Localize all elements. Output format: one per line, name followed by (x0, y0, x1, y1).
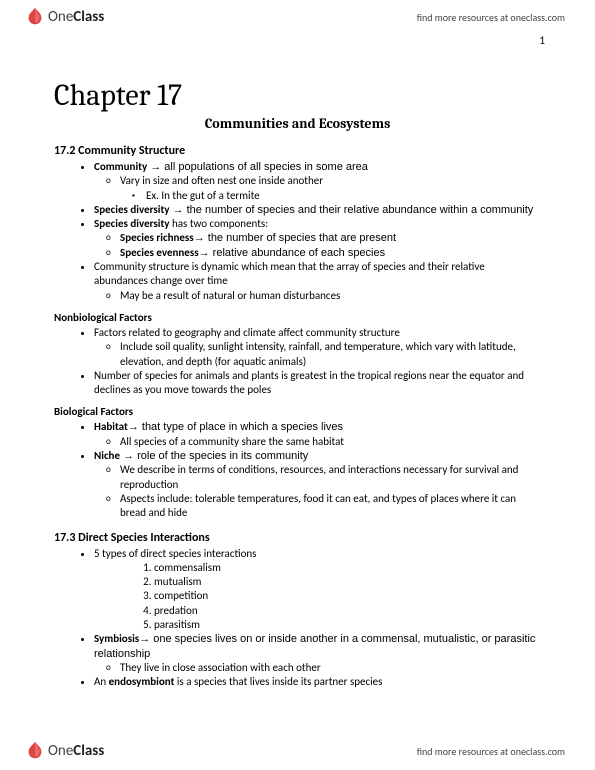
list-item: Community structure is dynamic which mea… (94, 260, 541, 303)
list-item: predation (154, 604, 541, 618)
page-footer: OneClass find more resources at oneclass… (0, 734, 595, 770)
list-item: Niche → role of the species in its commu… (94, 449, 541, 520)
brand-logo: OneClass (24, 6, 104, 28)
brand-text-footer: OneClass (48, 742, 104, 760)
list-item: Species diversity → the number of specie… (94, 203, 541, 217)
list-item: Species diversity has two components: Sp… (94, 217, 541, 260)
list-item: mutualism (154, 575, 541, 589)
page-number: 1 (539, 34, 545, 47)
section-17-2-title: 17.2 Community Structure (54, 144, 541, 158)
list-item: Community → all populations of all speci… (94, 160, 541, 203)
list-item: Habitat→ that type of place in which a s… (94, 420, 541, 449)
leaf-icon (24, 6, 46, 28)
page-content: Chapter 17 Communities and Ecosystems 17… (0, 32, 595, 690)
list-item: An endosymbiont is a species that lives … (94, 675, 541, 689)
chapter-title: Chapter 17 (54, 78, 541, 113)
list-item: parasitism (154, 618, 541, 632)
section-17-2-list: Community → all populations of all speci… (54, 160, 541, 303)
section-17-3-title: 17.3 Direct Species Interactions (54, 531, 541, 545)
nonbio-list: Factors related to geography and climate… (54, 326, 541, 397)
list-item: All species of a community share the sam… (120, 435, 541, 449)
list-item: Species richness→ the number of species … (120, 231, 541, 245)
leaf-icon (24, 740, 46, 762)
bio-heading: Biological Factors (54, 405, 541, 418)
bio-list: Habitat→ that type of place in which a s… (54, 420, 541, 520)
list-item: May be a result of natural or human dist… (120, 289, 541, 303)
brand-text: OneClass (48, 8, 104, 26)
list-item: Vary in size and often nest one inside a… (120, 174, 541, 203)
nonbio-heading: Nonbiological Factors (54, 311, 541, 324)
list-item: 5 types of direct species interactions c… (94, 547, 541, 633)
page-header: OneClass find more resources at oneclass… (0, 0, 595, 32)
list-item: Include soil quality, sunlight intensity… (120, 340, 541, 369)
footer-link[interactable]: find more resources at oneclass.com (417, 745, 565, 758)
list-item: We describe in terms of conditions, reso… (120, 463, 541, 492)
list-item: Species evenness→ relative abundance of … (120, 246, 541, 260)
list-item: Factors related to geography and climate… (94, 326, 541, 369)
list-item: Aspects include: tolerable temperatures,… (120, 492, 541, 521)
list-item: They live in close association with each… (120, 661, 541, 675)
list-item: Symbiosis→ one species lives on or insid… (94, 632, 541, 675)
list-item: Number of species for animals and plants… (94, 369, 541, 398)
chapter-subtitle: Communities and Ecosystems (54, 115, 541, 132)
section-17-3-list: 5 types of direct species interactions c… (54, 547, 541, 690)
header-link[interactable]: find more resources at oneclass.com (417, 11, 565, 24)
list-item: Ex. In the gut of a termite (146, 189, 541, 203)
list-item: competition (154, 589, 541, 603)
list-item: commensalism (154, 561, 541, 575)
brand-logo-footer: OneClass (24, 740, 104, 762)
